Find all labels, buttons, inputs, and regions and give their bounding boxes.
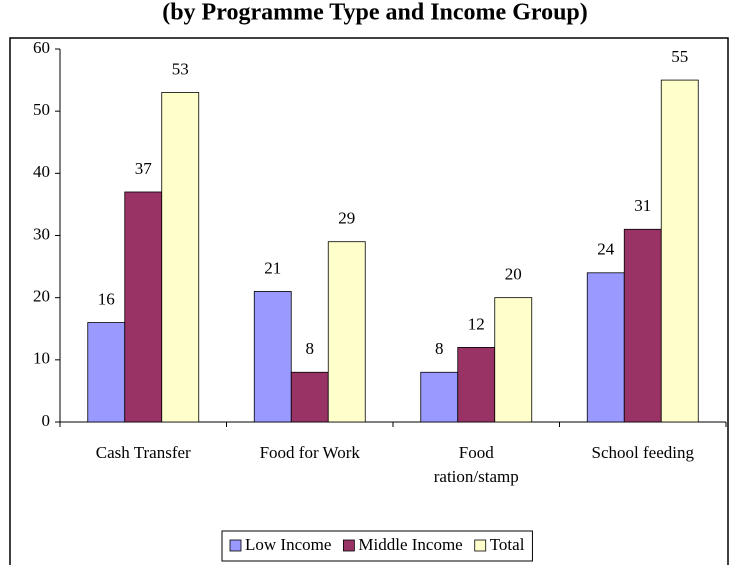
bar (660, 79, 699, 423)
legend-label: Middle Income (358, 535, 462, 554)
bar (253, 291, 292, 423)
legend-swatch (474, 539, 487, 552)
bar (420, 371, 459, 423)
legend-swatch (229, 539, 242, 552)
y-tick-label: 50 (33, 100, 50, 119)
data-label: 37 (135, 159, 153, 178)
y-tick-label: 0 (42, 411, 51, 430)
data-label: 53 (172, 59, 189, 78)
x-tick-label: School feeding (591, 443, 694, 462)
x-tick-label: Cash Transfer (95, 443, 191, 462)
bar (327, 241, 366, 423)
legend-label: Low Income (245, 535, 331, 554)
data-label: 8 (306, 339, 315, 358)
legend-swatch (342, 539, 355, 552)
y-tick-label: 30 (33, 224, 50, 243)
bar (494, 297, 533, 423)
bar (586, 272, 625, 423)
data-label: 24 (597, 240, 615, 259)
legend-label: Total (490, 535, 525, 554)
y-tick-label: 20 (33, 287, 50, 306)
data-label: 20 (505, 265, 522, 284)
x-tick-label: Food ration/stamp (433, 443, 519, 486)
data-label: 12 (468, 314, 485, 333)
y-tick-label: 40 (33, 162, 50, 181)
data-label: 55 (671, 47, 688, 66)
data-label: 21 (264, 258, 281, 277)
data-label: 16 (98, 289, 115, 308)
bar (161, 92, 200, 423)
bar (290, 371, 329, 423)
y-tick-label: 60 (33, 38, 50, 57)
bar (623, 228, 662, 423)
data-label: 31 (634, 196, 651, 215)
data-label: 8 (435, 339, 444, 358)
bar (457, 346, 496, 423)
chart-title: (by Programme Type and Income Group) (162, 0, 588, 26)
data-label: 29 (338, 209, 355, 228)
bar (87, 322, 126, 423)
x-tick-label: Food for Work (259, 443, 360, 462)
bar (124, 191, 163, 423)
y-tick-label: 10 (33, 349, 50, 368)
